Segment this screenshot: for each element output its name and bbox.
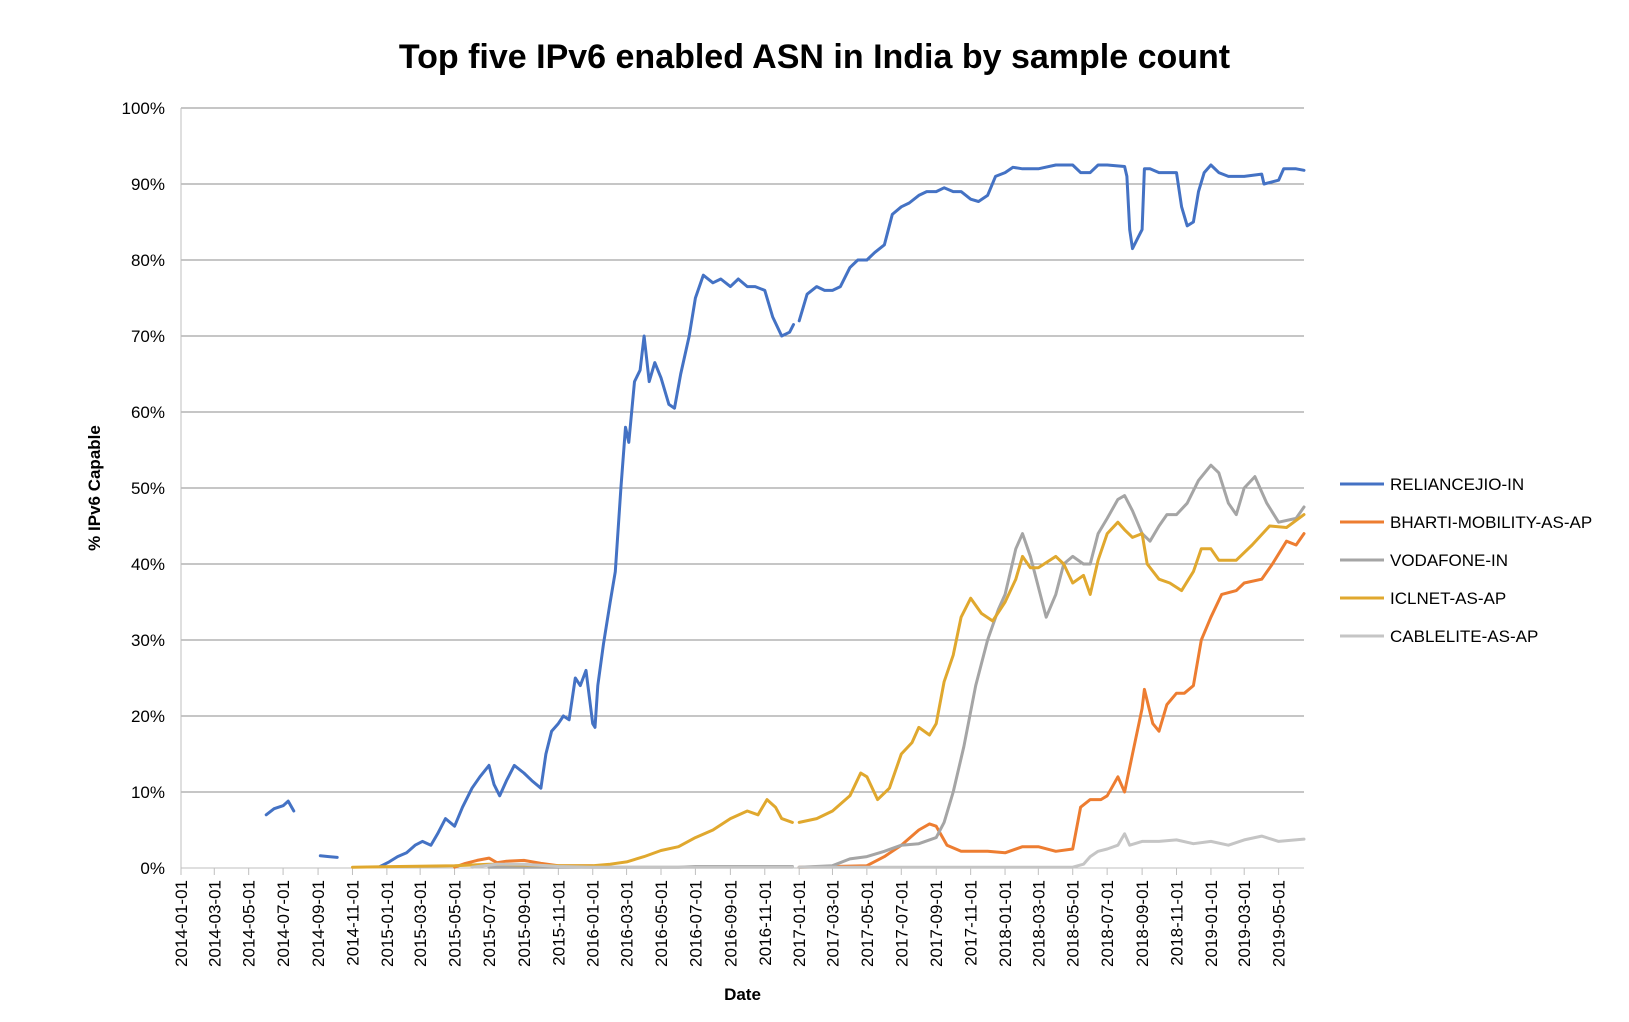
y-tick-label: 20% [131,707,165,726]
series-cablelite-as-ap [470,832,1306,869]
x-tick-label: 2014-03-01 [205,880,224,967]
x-tick-label: 2014-05-01 [240,880,259,967]
series-line [797,163,1306,323]
x-tick-label: 2016-09-01 [721,880,740,967]
y-tick-label: 100% [122,99,165,118]
y-tick-label: 80% [131,251,165,270]
series-line [318,854,339,859]
x-tick-label: 2019-01-01 [1202,880,1221,967]
x-tick-label: 2017-11-01 [962,880,981,966]
x-tick-label: 2018-01-01 [996,880,1015,967]
x-tick-label: 2019-03-01 [1235,880,1254,967]
x-tick-label: 2019-05-01 [1270,880,1289,967]
x-tick-label: 2014-09-01 [309,880,328,967]
series-bharti-mobility-as-ap [453,532,1306,869]
series-line [797,532,1306,869]
legend: RELIANCEJIO-IN BHARTI-MOBILITY-AS-AP VODAF… [1340,475,1592,646]
x-tick-label: 2017-01-01 [790,880,809,967]
x-tick-label: 2015-07-01 [480,880,499,967]
x-tick-label: 2014-01-01 [172,880,191,967]
x-tick-label: 2018-11-01 [1168,880,1187,966]
x-tick-label: 2016-11-01 [756,880,775,966]
x-tick-label: 2017-03-01 [823,880,842,967]
x-tick-label: 2018-09-01 [1133,880,1152,967]
y-tick-label: 50% [131,479,165,498]
y-tick-label: 40% [131,555,165,574]
series-lines [264,163,1306,869]
series-iclnet-as-ap [351,513,1306,869]
y-tick-label: 30% [131,631,165,650]
x-tick-label: 2015-03-01 [411,880,430,967]
y-axis-title: % IPv6 Capable [85,425,104,551]
y-tick-label: 0% [140,859,165,878]
x-tick-label: 2017-09-01 [927,880,946,967]
series-line [264,799,296,817]
y-tick-label: 70% [131,327,165,346]
x-tick-label: 2017-05-01 [858,880,877,967]
legend-label: ICLNET-AS-AP [1390,589,1506,608]
x-tick-label: 2018-05-01 [1064,880,1083,967]
x-tick-label: 2017-07-01 [892,880,911,967]
x-tick-label: 2014-11-01 [343,880,362,966]
x-tick-label: 2016-03-01 [618,880,637,967]
x-axis-title: Date [724,985,761,1004]
axes: 0% 10% 20% 30% 40% 50% 60% 70% 80% 90% 100% 2014-01… [122,99,1304,967]
series-line [797,832,1306,869]
legend-label: VODAFONE-IN [1390,551,1508,570]
y-tick-label: 60% [131,403,165,422]
x-tick-label: 2018-07-01 [1098,880,1117,967]
x-tick-label: 2015-05-01 [446,880,465,967]
series-line [797,463,1306,869]
x-tick-label: 2015-11-01 [549,880,568,966]
y-tick-label: 10% [131,783,165,802]
x-tick-label: 2015-01-01 [378,880,397,967]
legend-label: RELIANCEJIO-IN [1390,475,1524,494]
x-tick-label: 2015-09-01 [515,880,534,967]
x-tick-label: 2016-05-01 [652,880,671,967]
gridlines [181,107,1304,793]
series-line [351,798,794,869]
series-reliancejio-in [264,163,1306,868]
x-tick-label: 2018-03-01 [1029,880,1048,967]
x-tick-label: 2014-07-01 [274,880,293,967]
x-tick-label: 2016-07-01 [686,880,705,967]
legend-label: BHARTI-MOBILITY-AS-AP [1390,513,1592,532]
series-line [378,273,795,868]
legend-label: CABLELITE-AS-AP [1390,627,1538,646]
series-vodafone-in [487,463,1306,869]
x-tick-label: 2016-01-01 [584,880,603,967]
y-tick-label: 90% [131,175,165,194]
chart-title: Top five IPv6 enabled ASN in India by sa… [398,38,1231,76]
series-line [797,513,1306,824]
series-line [470,862,794,869]
